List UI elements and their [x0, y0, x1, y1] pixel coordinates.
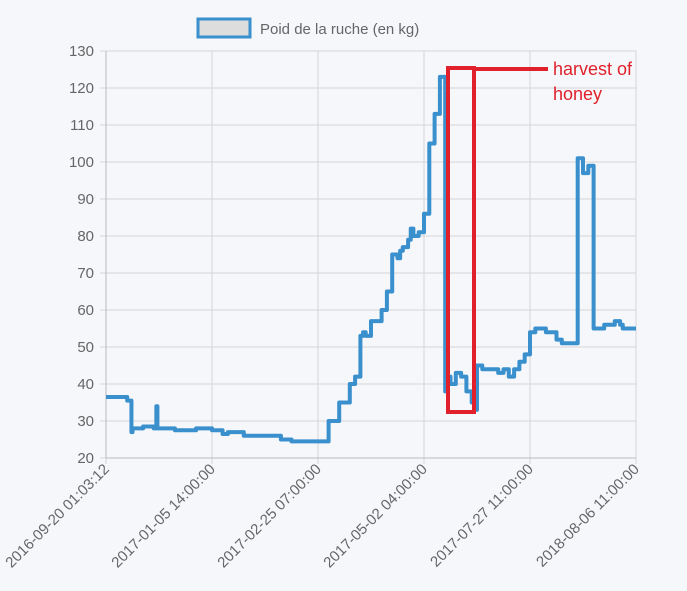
y-tick-label: 110 — [70, 117, 94, 134]
x-tick-label: 2017-05-02 04:00:00 — [320, 461, 431, 572]
x-tick-label: 2017-07-27 11:00:00 — [427, 461, 537, 571]
x-tick-label: 2017-01-05 14:00:00 — [108, 461, 219, 572]
series-layer — [106, 74, 636, 444]
y-tick-label: 70 — [77, 265, 94, 282]
series-line — [106, 74, 636, 444]
y-tick-label: 90 — [77, 191, 94, 208]
y-tick-label: 100 — [69, 154, 94, 171]
y-tick-label: 30 — [77, 413, 94, 430]
legend-label: Poid de la ruche (en kg) — [260, 21, 419, 38]
x-tick-label: 2016-09-20 01:03:12 — [2, 461, 113, 572]
y-tick-label: 40 — [77, 376, 94, 393]
annotation-box — [446, 66, 476, 414]
legend[interactable]: Poid de la ruche (en kg) — [196, 17, 419, 39]
annotation-line-1: harvest of — [553, 59, 633, 79]
y-axis: 20 30 40 50 60 70 80 90 100 110 120 130 — [69, 43, 94, 467]
y-tick-label: 130 — [69, 43, 94, 60]
y-tick-label: 20 — [77, 450, 94, 467]
grid — [100, 50, 637, 464]
annotation-line-2: honey — [553, 84, 602, 104]
y-tick-label: 120 — [69, 80, 94, 97]
x-tick-label: 2017-02-25 07:00:00 — [214, 461, 325, 572]
x-tick-label: 2018-08-06 11:00:00 — [533, 461, 643, 571]
y-tick-label: 80 — [77, 228, 94, 245]
y-tick-label: 60 — [77, 302, 94, 319]
y-tick-label: 50 — [77, 339, 94, 356]
harvest-annotation: harvest of honey — [446, 59, 637, 414]
annotation-label: harvest of honey — [553, 59, 637, 104]
legend-swatch — [196, 17, 252, 39]
